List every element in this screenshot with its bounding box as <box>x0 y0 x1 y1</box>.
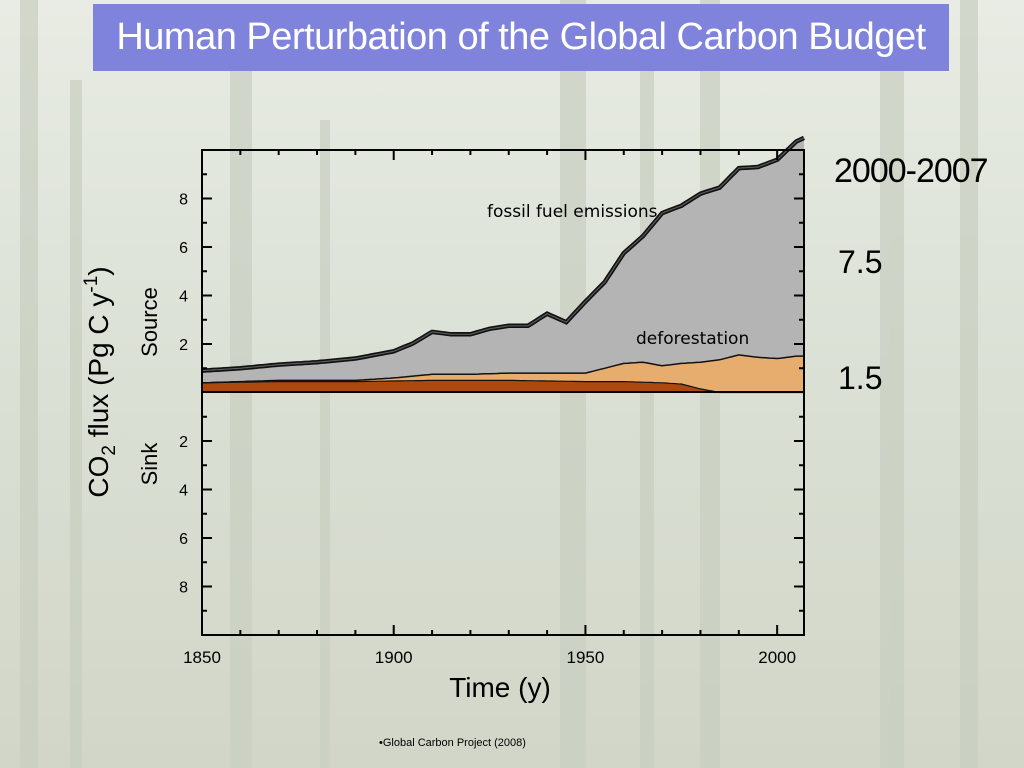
sink-label: Sink <box>137 442 162 486</box>
fossil-area <box>202 137 804 383</box>
x-tick-label: 1900 <box>375 648 413 667</box>
y-tick-label-source: 2 <box>179 337 188 354</box>
y-tick-label-sink: 2 <box>179 434 188 451</box>
x-tick-label: 1950 <box>567 648 605 667</box>
y-axis-label-close: ) <box>83 266 114 275</box>
deforestation-dark-area <box>202 380 804 393</box>
axis-ticks <box>201 150 804 635</box>
fossil-value-label: 7.5 <box>838 244 883 280</box>
y-tick-label-sink: 6 <box>179 531 188 548</box>
slide-title: Human Perturbation of the Global Carbon … <box>93 4 949 71</box>
deforestation-dark-line <box>201 379 804 394</box>
source-label: Source <box>137 287 162 357</box>
y-tick-label-source: 8 <box>179 192 188 209</box>
period-label: 2000-2007 <box>834 152 989 190</box>
y-axis-label-rest: flux (Pg C y <box>83 293 114 445</box>
axis-tick-labels: 1850 1900 1950 2000 2 4 6 8 2 4 6 8 <box>179 192 796 668</box>
x-tick-label: 2000 <box>758 648 796 667</box>
y-axis-label-sub: 2 <box>99 445 120 456</box>
x-tick-label: 1850 <box>183 648 221 667</box>
y-tick-label-source: 6 <box>179 240 188 257</box>
plot-areas <box>201 135 805 394</box>
y-axis-label-sup: -1 <box>81 276 102 293</box>
y-axis-label: CO2 flux (Pg C y-1) <box>81 266 120 497</box>
deforestation-line <box>201 354 804 384</box>
series-label-deforestation: deforestation <box>636 329 749 349</box>
y-tick-label-source: 4 <box>179 289 188 306</box>
y-tick-label-sink: 8 <box>179 580 188 597</box>
deforestation-value-label: 1.5 <box>838 360 883 396</box>
y-axis-label-main: CO <box>83 456 114 498</box>
y-tick-label-sink: 4 <box>179 483 188 500</box>
source-note: •Global Carbon Project (2008) <box>379 737 526 749</box>
x-axis-label: Time (y) <box>449 672 551 703</box>
fossil-line-inner <box>201 137 805 372</box>
series-label-fossil: fossil fuel emissions <box>487 202 658 222</box>
